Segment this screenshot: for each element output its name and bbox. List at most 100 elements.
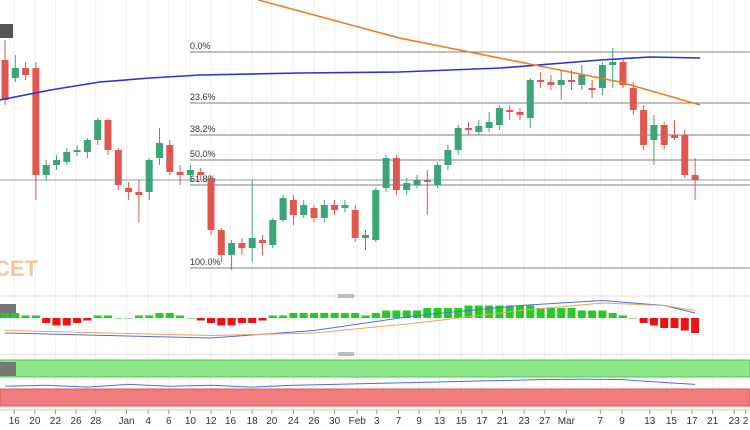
macd-bar	[83, 318, 92, 321]
candle-body	[289, 200, 297, 215]
candle-body	[475, 126, 483, 132]
candle-body	[485, 122, 493, 128]
macd-bar	[73, 318, 82, 323]
x-tick-label: 23	[519, 416, 531, 427]
macd-bar	[515, 305, 524, 318]
candle-body	[547, 82, 555, 85]
candle-body	[320, 205, 328, 218]
macd-bar	[196, 318, 205, 321]
macd-line	[4, 299, 696, 339]
x-tick-label: 20	[29, 416, 41, 427]
candle-body	[650, 125, 658, 140]
macd-bar	[227, 318, 236, 326]
candle-body	[104, 120, 112, 150]
macd-bar	[670, 318, 679, 328]
macd-bar	[598, 310, 607, 318]
candle-body	[671, 135, 679, 138]
macd-bar	[629, 318, 638, 319]
macd-bar	[114, 318, 123, 319]
candle-body	[32, 68, 40, 175]
candle-body	[609, 62, 617, 65]
macd-bar	[454, 308, 463, 318]
candle-body	[83, 140, 91, 152]
macd-bar	[258, 318, 267, 321]
candle-body	[516, 112, 524, 115]
series-label-box[interactable]	[0, 24, 13, 38]
x-tick-label: 13	[644, 416, 656, 427]
candle-body	[660, 125, 668, 145]
macd-bar	[52, 318, 61, 326]
candle-body	[361, 235, 369, 238]
candle-body	[1, 60, 9, 100]
candle-body	[537, 80, 545, 82]
x-tick-label: 15	[456, 416, 468, 427]
macd-bar	[649, 318, 658, 326]
macd-bar	[206, 318, 215, 323]
macd-bar	[639, 318, 648, 323]
candle-body	[629, 88, 637, 110]
candle-body	[300, 205, 308, 215]
candle-body	[331, 205, 339, 210]
fib-label: 50.0%	[190, 149, 216, 159]
x-tick-label: 21	[707, 416, 719, 427]
candle-body	[382, 158, 390, 188]
x-tick-label: 6	[166, 416, 172, 427]
candle-body	[42, 165, 50, 175]
candle-body	[578, 75, 586, 85]
x-tick-label: Mar	[558, 416, 576, 427]
x-tick-label: 9	[416, 416, 422, 427]
macd-bar	[186, 318, 195, 319]
candle-body	[258, 240, 266, 243]
candle-body	[238, 243, 246, 248]
candle-body	[444, 150, 452, 165]
x-tick-label: 18	[247, 416, 259, 427]
x-tick-label: 4	[145, 416, 151, 427]
macd-bar	[31, 315, 40, 318]
x-tick-label: 22	[50, 416, 62, 427]
x-tick-label: 12	[205, 416, 217, 427]
macd-bar	[134, 315, 143, 318]
candle-body	[403, 183, 411, 190]
candle-body	[217, 230, 225, 255]
macd-bar	[567, 308, 576, 318]
macd-bar	[176, 315, 185, 318]
candle-body	[681, 135, 689, 175]
resize-handle[interactable]	[338, 352, 354, 356]
x-tick-label: Jan	[118, 416, 134, 427]
candle-body	[619, 62, 627, 85]
x-tick-label: 17	[686, 416, 698, 427]
candle-body	[94, 120, 102, 140]
macd-bar	[62, 318, 71, 326]
macd-bar	[464, 305, 473, 318]
candle-body	[197, 172, 205, 175]
indicator-label-box[interactable]	[0, 362, 16, 376]
candle-body	[228, 243, 236, 255]
candle-body	[506, 110, 514, 112]
resize-handle[interactable]	[338, 294, 354, 298]
candle-body	[495, 108, 503, 125]
candle-body	[557, 80, 565, 85]
moving-average	[258, 0, 701, 106]
candle-body	[598, 65, 606, 88]
macd-bar	[402, 310, 411, 318]
candle-body	[114, 150, 122, 185]
macd-bar	[155, 313, 164, 318]
fib-label: 0.0%	[190, 41, 211, 51]
candle-body	[526, 80, 534, 118]
macd-bar	[660, 318, 669, 328]
x-tick-label: 2	[743, 416, 749, 427]
candle-body	[434, 165, 442, 185]
macd-bar	[42, 318, 51, 323]
watermark: CET	[0, 256, 39, 281]
rsi-line	[4, 378, 696, 388]
moving-average	[0, 56, 701, 101]
macd-bar	[412, 310, 421, 318]
macd-line	[4, 302, 696, 337]
candle-body	[176, 172, 184, 175]
macd-bar	[680, 318, 689, 331]
macd-bar	[248, 318, 257, 323]
x-tick-label: 15	[666, 416, 678, 427]
macd-bar	[309, 313, 318, 318]
x-tick-label: Feb	[349, 416, 367, 427]
